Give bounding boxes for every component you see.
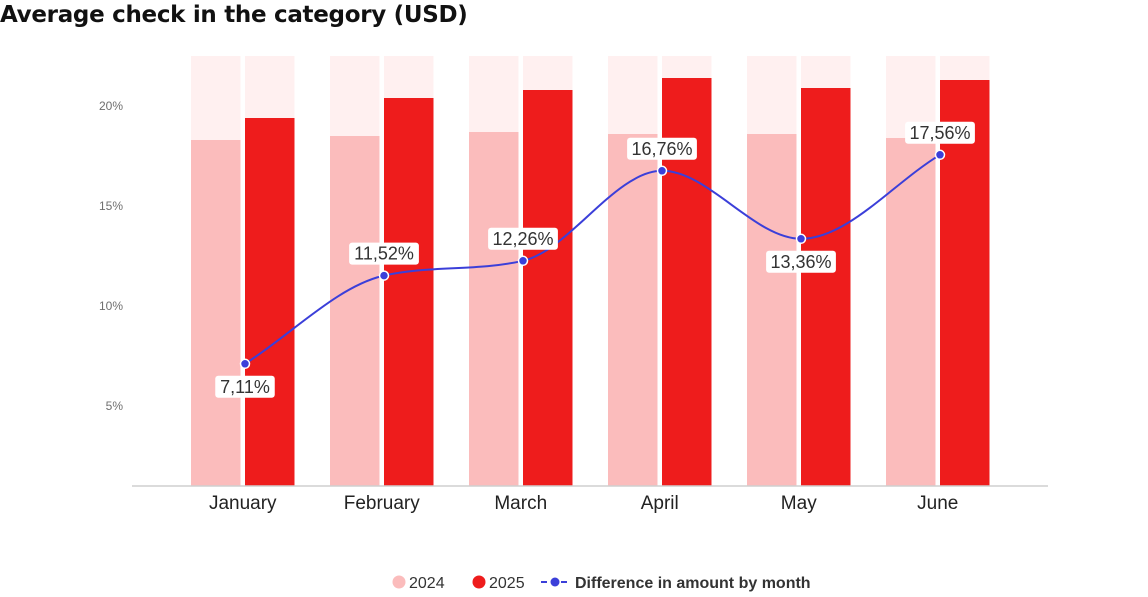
data-label-box-april bbox=[627, 137, 697, 160]
difference-point-june bbox=[934, 149, 946, 161]
data-label-february: 11,52% bbox=[354, 244, 414, 264]
bar-2024-april bbox=[608, 134, 658, 486]
data-label-box-february bbox=[349, 242, 419, 265]
data-label-box-march bbox=[488, 227, 558, 250]
bar-2024-february bbox=[330, 136, 380, 486]
bar-2024-january bbox=[191, 140, 241, 486]
legend-marker-difference-point bbox=[550, 577, 560, 587]
data-label-box-june bbox=[905, 121, 975, 144]
data-label-june: 17,56% bbox=[909, 123, 970, 143]
data-label-box-january bbox=[215, 375, 275, 398]
background-bars bbox=[191, 56, 990, 486]
y-tick-label: 10% bbox=[99, 299, 123, 313]
bar-2025-march bbox=[523, 90, 573, 486]
difference-line: 7,11% 11,52% 12,26% 16,76% 13,36% 17,56% bbox=[215, 121, 975, 398]
legend-label-2025: 2025 bbox=[489, 575, 525, 592]
chart-title: Average check in the category (USD) bbox=[0, 2, 468, 28]
y-tick-label: 15% bbox=[99, 199, 123, 213]
bar-2024-june bbox=[886, 138, 936, 486]
legend: 2024 2025 Difference in amount by month bbox=[392, 575, 811, 592]
x-tick-label-february: February bbox=[344, 493, 421, 514]
x-tick-label-may: May bbox=[781, 493, 817, 514]
data-label-box-may bbox=[766, 250, 836, 273]
data-label-april: 16,76% bbox=[631, 139, 692, 159]
x-tick-label-march: March bbox=[494, 493, 547, 514]
data-label-january: 7,11% bbox=[220, 377, 270, 397]
x-tick-label-january: January bbox=[209, 493, 277, 514]
legend-label-difference: Difference in amount by month bbox=[575, 575, 811, 592]
bar-marks bbox=[191, 78, 990, 486]
bar-2025-january bbox=[245, 118, 295, 486]
x-axis: January February March April May June bbox=[209, 493, 958, 514]
y-tick-label: 20% bbox=[99, 99, 123, 113]
legend-marker-2024 bbox=[392, 575, 406, 589]
bar-2024-may bbox=[747, 134, 797, 486]
difference-series-line bbox=[244, 153, 941, 365]
difference-point-march bbox=[517, 255, 529, 267]
difference-point-may bbox=[795, 233, 807, 245]
data-label-may: 13,36% bbox=[770, 252, 831, 272]
difference-point-january bbox=[239, 358, 251, 370]
y-tick-label: 5% bbox=[106, 399, 124, 413]
difference-point-april bbox=[656, 165, 668, 177]
bar-2024-march bbox=[469, 132, 519, 486]
legend-marker-2025 bbox=[472, 575, 486, 589]
bar-2025-may bbox=[801, 88, 851, 486]
bar-2025-february bbox=[384, 98, 434, 486]
y-axis: 5% 10% 15% 20% bbox=[99, 99, 123, 413]
x-tick-label-april: April bbox=[641, 493, 679, 514]
legend-label-2024: 2024 bbox=[409, 575, 445, 592]
data-label-march: 12,26% bbox=[492, 229, 553, 249]
x-tick-label-june: June bbox=[917, 493, 958, 514]
bar-2025-june bbox=[940, 80, 990, 486]
difference-point-february bbox=[378, 270, 390, 281]
